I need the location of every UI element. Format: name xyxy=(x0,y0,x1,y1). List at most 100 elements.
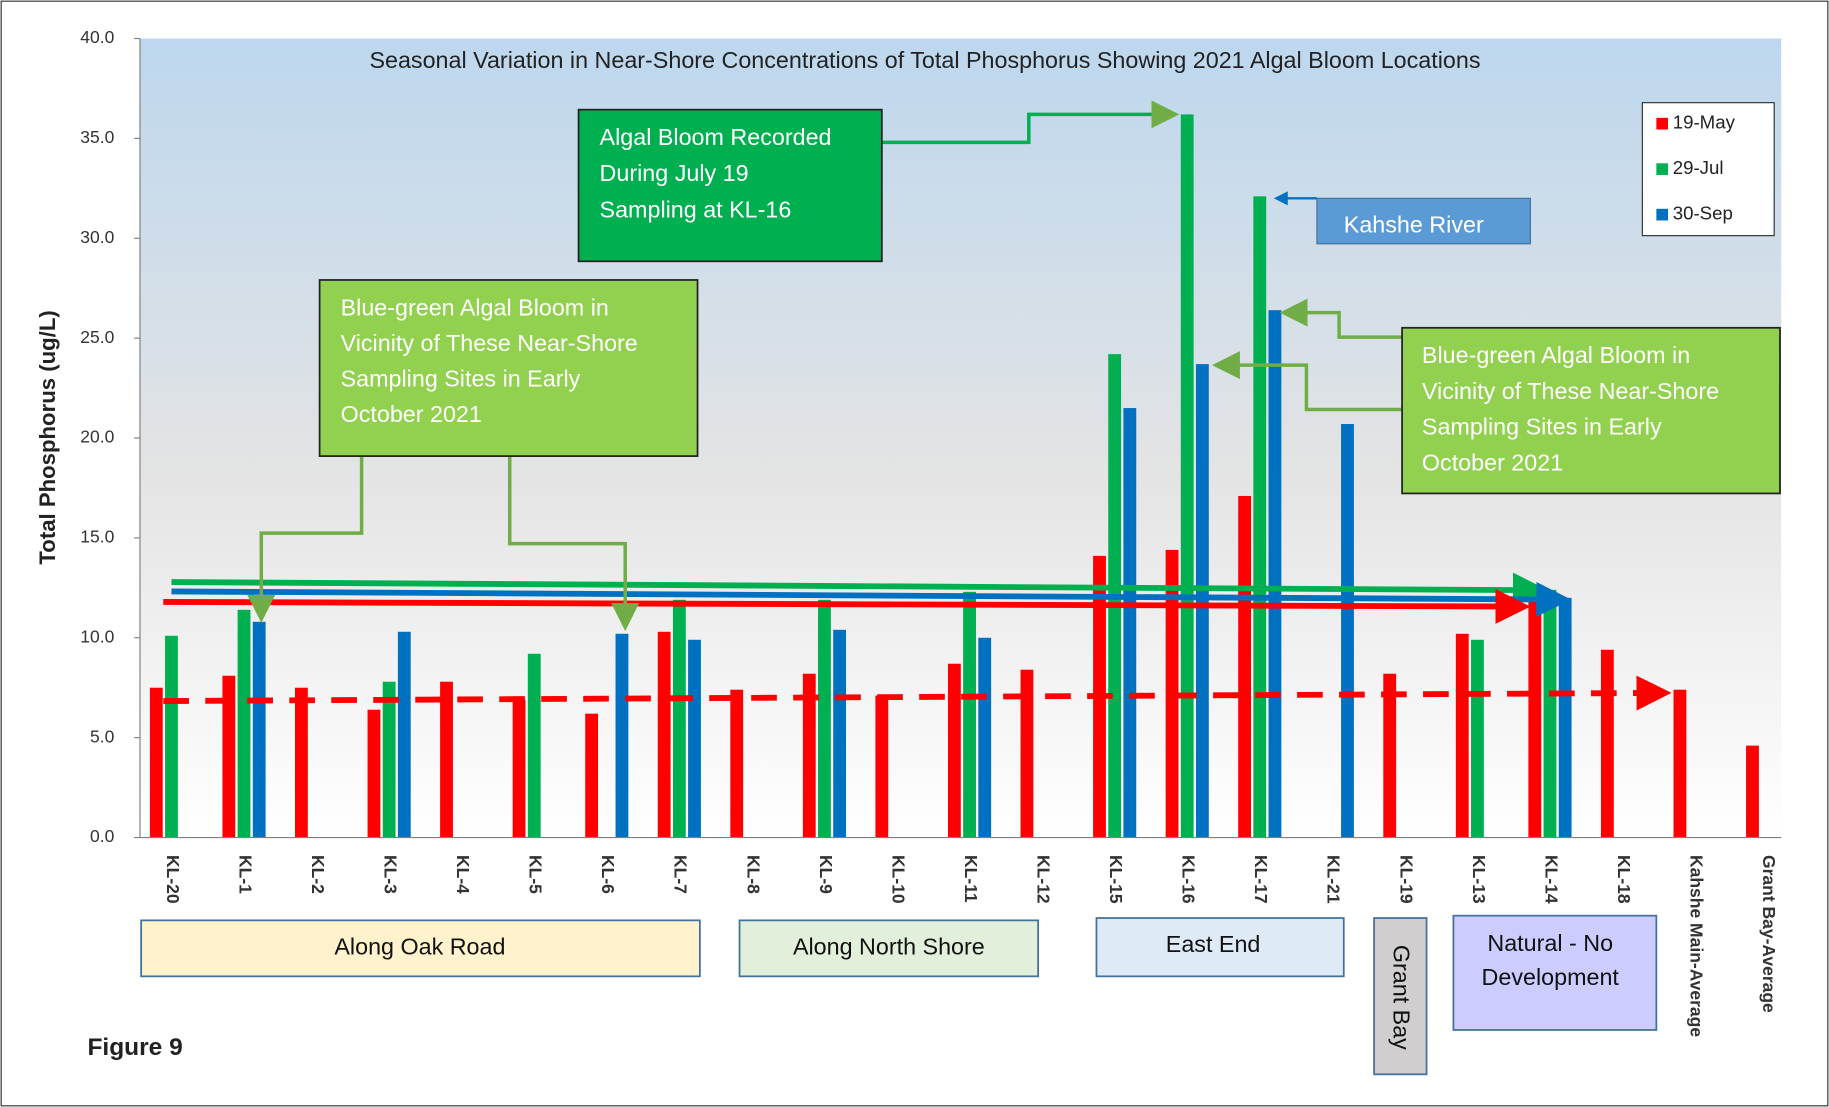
annotation: Kahshe River xyxy=(1344,211,1484,237)
y-tick-label: 0.0 xyxy=(90,826,115,846)
figure-label: Figure 9 xyxy=(87,1034,182,1061)
group-box xyxy=(1452,914,1658,1031)
bar xyxy=(294,687,308,838)
group-label: Along North Shore xyxy=(793,934,985,960)
legend-swatch xyxy=(1656,208,1669,221)
y-tick-label: 35.0 xyxy=(80,127,114,147)
annotation: Sampling at KL-16 xyxy=(600,196,792,222)
bar xyxy=(222,675,236,838)
bar xyxy=(1020,669,1034,838)
x-tick-label: KL-16 xyxy=(1179,855,1199,904)
group-label: Natural - No xyxy=(1487,930,1613,956)
y-tick-label: 25.0 xyxy=(80,327,114,347)
bar xyxy=(1746,745,1759,838)
x-tick-label: KL-17 xyxy=(1251,855,1271,904)
annotation: During July 19 xyxy=(600,160,749,186)
bar xyxy=(947,663,961,838)
annotation: October 2021 xyxy=(1422,450,1563,476)
x-tick-label: KL-15 xyxy=(1106,855,1126,904)
bar xyxy=(1471,639,1484,838)
group-box xyxy=(140,919,701,978)
bar xyxy=(1455,633,1469,838)
legend-label: 29-Jul xyxy=(1673,157,1724,178)
annotation: October 2021 xyxy=(341,401,482,427)
bar xyxy=(1341,424,1354,838)
chart-title: Seasonal Variation in Near-Shore Concent… xyxy=(369,47,1480,73)
bar xyxy=(1673,689,1687,838)
x-tick-label: Grant Bay-Average xyxy=(1759,855,1779,1013)
bar xyxy=(978,637,992,838)
bar xyxy=(252,621,266,838)
bar xyxy=(440,681,453,838)
group-box xyxy=(1095,917,1345,978)
x-tick-label: KL-3 xyxy=(381,855,401,894)
x-tick-label: KL-10 xyxy=(888,855,908,904)
annotation-box xyxy=(577,108,883,263)
y-tick-label: 40.0 xyxy=(80,27,114,47)
bar xyxy=(397,631,411,838)
bar xyxy=(1528,599,1542,838)
bar xyxy=(367,709,381,838)
bar xyxy=(1543,589,1557,838)
bar xyxy=(527,653,541,838)
legend-swatch xyxy=(1656,117,1669,130)
legend-swatch xyxy=(1656,163,1669,175)
bar xyxy=(1600,649,1614,838)
x-tick-label: KL-13 xyxy=(1469,855,1489,904)
y-tick-label: 20.0 xyxy=(80,427,114,447)
x-tick-label: KL-9 xyxy=(816,855,836,894)
annotation: Sampling Sites in Early xyxy=(341,365,581,391)
x-tick-label: KL-18 xyxy=(1614,855,1634,904)
legend-label: 30-Sep xyxy=(1673,203,1733,224)
trend-arrows xyxy=(163,572,1672,711)
x-tick-label: KL-11 xyxy=(961,855,981,903)
bar xyxy=(1268,310,1282,838)
bar xyxy=(657,631,671,838)
group-label: Grant Bay xyxy=(1389,945,1415,1050)
x-tick-label: KL-12 xyxy=(1033,855,1053,904)
bar xyxy=(1238,495,1252,838)
bar xyxy=(818,599,831,838)
bar xyxy=(1383,673,1397,838)
x-tick-label: KL-2 xyxy=(308,855,328,894)
group-label: East End xyxy=(1166,931,1261,957)
bar xyxy=(512,699,526,838)
bar xyxy=(1180,114,1194,838)
y-tick-label: 10.0 xyxy=(80,626,114,646)
group-label: Development xyxy=(1482,964,1620,990)
bar xyxy=(382,681,396,838)
group-label: Along Oak Road xyxy=(334,934,505,960)
x-tick-label: KL-7 xyxy=(671,855,691,894)
bar xyxy=(585,713,599,838)
annotation-box xyxy=(1401,326,1781,495)
bar xyxy=(1558,597,1572,838)
bar xyxy=(875,695,889,838)
bar xyxy=(833,629,847,838)
annotation: Vicinity of These Near-Shore xyxy=(341,330,638,356)
bar xyxy=(149,687,163,838)
annotation-box xyxy=(1316,197,1531,245)
bar xyxy=(615,633,629,838)
annotation: Blue-green Algal Bloom in xyxy=(341,294,609,320)
annotation: Vicinity of These Near-Shore xyxy=(1422,378,1719,404)
bar xyxy=(237,609,251,838)
annotation: Sampling Sites in Early xyxy=(1422,414,1662,440)
x-tick-label: Kahshe Main-Average xyxy=(1686,855,1706,1037)
annotation: Algal Bloom Recorded xyxy=(600,124,832,150)
x-tick-label: KL-21 xyxy=(1324,855,1344,904)
x-tick-label: KL-19 xyxy=(1396,855,1416,904)
group-box xyxy=(1373,917,1428,1076)
annotation-box xyxy=(318,279,699,457)
x-tick-label: KL-8 xyxy=(743,855,763,894)
x-tick-label: KL-6 xyxy=(598,855,618,894)
y-tick-label: 5.0 xyxy=(90,726,115,746)
bar xyxy=(672,599,686,838)
x-tick-label: KL-14 xyxy=(1541,855,1561,904)
x-tick-label: KL-1 xyxy=(235,855,255,894)
callout-arrows xyxy=(247,100,1403,632)
x-tick-label: KL-5 xyxy=(526,855,546,894)
y-tick-label: 30.0 xyxy=(80,227,114,247)
bar xyxy=(1253,196,1267,838)
legend-label: 19-May xyxy=(1673,112,1736,133)
